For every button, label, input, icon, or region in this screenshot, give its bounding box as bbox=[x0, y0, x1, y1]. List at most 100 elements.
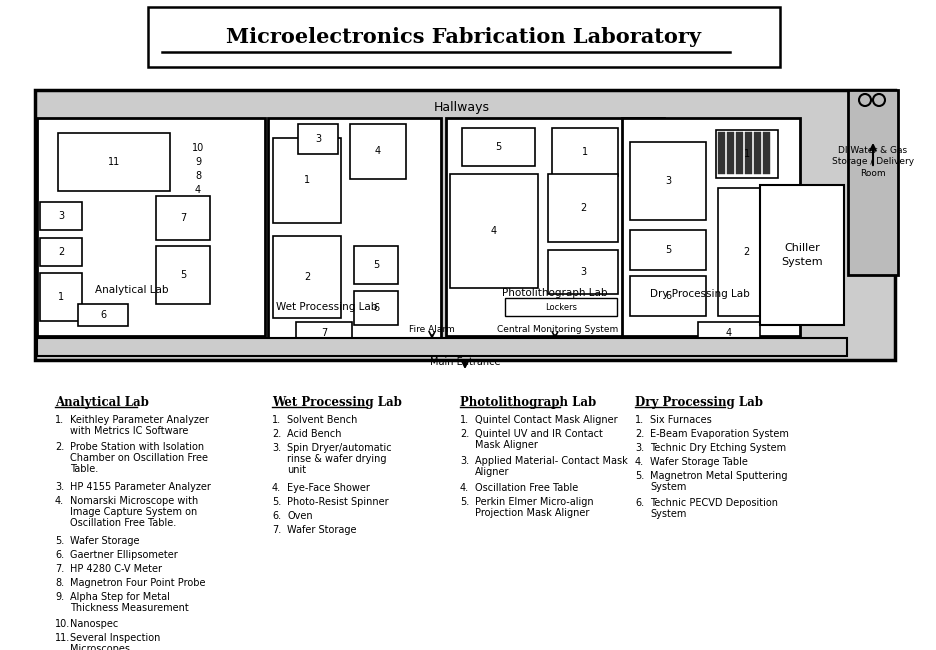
Text: 9: 9 bbox=[195, 157, 201, 167]
Text: Analytical Lab: Analytical Lab bbox=[55, 396, 149, 409]
Text: Magnetron Four Point Probe: Magnetron Four Point Probe bbox=[70, 578, 206, 588]
Text: 2.: 2. bbox=[460, 429, 469, 439]
Text: with Metrics IC Software: with Metrics IC Software bbox=[70, 426, 188, 436]
Text: 4: 4 bbox=[726, 328, 732, 338]
Bar bbox=[552, 128, 618, 176]
Text: Fire Alarm: Fire Alarm bbox=[409, 326, 455, 335]
Text: Wet Processing Lab: Wet Processing Lab bbox=[272, 396, 402, 409]
Text: Nomarski Microscope with: Nomarski Microscope with bbox=[70, 496, 198, 506]
Bar bbox=[548, 174, 618, 242]
Bar bbox=[78, 304, 128, 326]
Text: Eye-Face Shower: Eye-Face Shower bbox=[287, 483, 370, 493]
Text: Photo-Resist Spinner: Photo-Resist Spinner bbox=[287, 497, 388, 507]
Bar bbox=[156, 196, 210, 240]
Text: Technic Dry Etching System: Technic Dry Etching System bbox=[650, 443, 786, 453]
Text: Perkin Elmer Micro-align: Perkin Elmer Micro-align bbox=[475, 497, 593, 507]
Text: Chiller
System: Chiller System bbox=[782, 243, 823, 266]
Text: Wet Processing Lab: Wet Processing Lab bbox=[276, 302, 378, 312]
Text: 5: 5 bbox=[665, 245, 671, 255]
Text: 2: 2 bbox=[580, 203, 586, 213]
Bar bbox=[446, 118, 664, 336]
Bar bbox=[718, 188, 774, 316]
Text: 7: 7 bbox=[180, 213, 186, 223]
Text: 6: 6 bbox=[665, 291, 671, 301]
Bar bbox=[40, 202, 82, 230]
Text: Main Entrance: Main Entrance bbox=[430, 357, 500, 367]
Text: Wafer Storage Table: Wafer Storage Table bbox=[650, 457, 748, 467]
Text: HP 4280 C-V Meter: HP 4280 C-V Meter bbox=[70, 564, 162, 574]
Text: Magnetron Metal Sputtering: Magnetron Metal Sputtering bbox=[650, 471, 787, 481]
Text: 1: 1 bbox=[582, 147, 588, 157]
Text: Hallways: Hallways bbox=[434, 101, 490, 114]
Text: 1.: 1. bbox=[55, 415, 65, 425]
Text: Oscillation Free Table: Oscillation Free Table bbox=[475, 483, 578, 493]
Text: 2: 2 bbox=[58, 247, 65, 257]
Text: Image Capture System on: Image Capture System on bbox=[70, 507, 197, 517]
Text: Alpha Step for Metal: Alpha Step for Metal bbox=[70, 592, 169, 602]
Text: 2.: 2. bbox=[55, 442, 65, 452]
Text: 4.: 4. bbox=[635, 457, 644, 467]
Bar bbox=[548, 250, 618, 294]
Text: 5.: 5. bbox=[635, 471, 644, 481]
Bar bbox=[622, 118, 800, 336]
Text: Dry Processing Lab: Dry Processing Lab bbox=[651, 289, 750, 299]
Bar bbox=[462, 128, 535, 166]
Text: Oscillation Free Table.: Oscillation Free Table. bbox=[70, 518, 176, 528]
Text: 8.: 8. bbox=[55, 578, 65, 588]
Text: Mask Aligner: Mask Aligner bbox=[475, 440, 538, 450]
Bar bbox=[37, 118, 265, 336]
Text: 2: 2 bbox=[743, 247, 749, 257]
Text: 8: 8 bbox=[195, 171, 201, 181]
Text: Six Furnaces: Six Furnaces bbox=[650, 415, 711, 425]
Text: Central Monitoring System: Central Monitoring System bbox=[497, 326, 619, 335]
Text: Probe Station with Isolation: Probe Station with Isolation bbox=[70, 442, 204, 452]
Bar bbox=[35, 90, 895, 360]
Text: 7: 7 bbox=[321, 328, 327, 338]
Text: unit: unit bbox=[287, 465, 306, 475]
Text: 4.: 4. bbox=[55, 496, 65, 506]
Bar bbox=[718, 132, 725, 174]
Text: 2.: 2. bbox=[272, 429, 281, 439]
Text: rinse & wafer drying: rinse & wafer drying bbox=[287, 454, 387, 464]
Text: 1.: 1. bbox=[635, 415, 644, 425]
Text: Thickness Measurement: Thickness Measurement bbox=[70, 603, 189, 613]
Text: System: System bbox=[650, 482, 686, 492]
Text: 6: 6 bbox=[100, 310, 106, 320]
Bar bbox=[754, 132, 761, 174]
Text: 11.: 11. bbox=[55, 633, 70, 643]
Text: 4: 4 bbox=[375, 146, 381, 156]
Text: 1.: 1. bbox=[460, 415, 469, 425]
Text: Acid Bench: Acid Bench bbox=[287, 429, 342, 439]
Text: Photolithograph Lab: Photolithograph Lab bbox=[460, 396, 596, 409]
Text: HP 4155 Parameter Analyzer: HP 4155 Parameter Analyzer bbox=[70, 482, 211, 492]
Bar bbox=[698, 322, 760, 344]
Text: 6.: 6. bbox=[55, 550, 65, 560]
Text: 6.: 6. bbox=[635, 498, 644, 508]
Text: 3.: 3. bbox=[272, 443, 281, 453]
Text: 5.: 5. bbox=[55, 536, 65, 546]
Text: Solvent Bench: Solvent Bench bbox=[287, 415, 358, 425]
Text: 3: 3 bbox=[580, 267, 586, 277]
Text: Keithley Parameter Analyzer: Keithley Parameter Analyzer bbox=[70, 415, 209, 425]
Bar bbox=[58, 133, 170, 191]
Text: Microelectronics Fabrication Laboratory: Microelectronics Fabrication Laboratory bbox=[227, 27, 701, 47]
Text: 7.: 7. bbox=[55, 564, 65, 574]
Text: Wafer Storage: Wafer Storage bbox=[287, 525, 357, 535]
Bar bbox=[450, 174, 538, 288]
Text: 9.: 9. bbox=[55, 592, 65, 602]
Text: Quintel UV and IR Contact: Quintel UV and IR Contact bbox=[475, 429, 603, 439]
Text: DI Water & Gas
Storage / Delivery
Room: DI Water & Gas Storage / Delivery Room bbox=[832, 146, 914, 178]
Text: 5: 5 bbox=[495, 142, 501, 152]
Text: 10.: 10. bbox=[55, 619, 70, 629]
Bar bbox=[630, 230, 706, 270]
Text: Lockers: Lockers bbox=[545, 302, 577, 311]
Text: Photolithograph Lab: Photolithograph Lab bbox=[503, 288, 607, 298]
Text: Microscopes: Microscopes bbox=[70, 644, 130, 650]
Bar bbox=[354, 246, 398, 284]
Bar bbox=[354, 291, 398, 325]
Bar bbox=[630, 142, 706, 220]
Text: Projection Mask Aligner: Projection Mask Aligner bbox=[475, 508, 590, 518]
Text: 1: 1 bbox=[304, 175, 310, 185]
Bar bbox=[273, 138, 341, 223]
Bar bbox=[760, 185, 844, 325]
